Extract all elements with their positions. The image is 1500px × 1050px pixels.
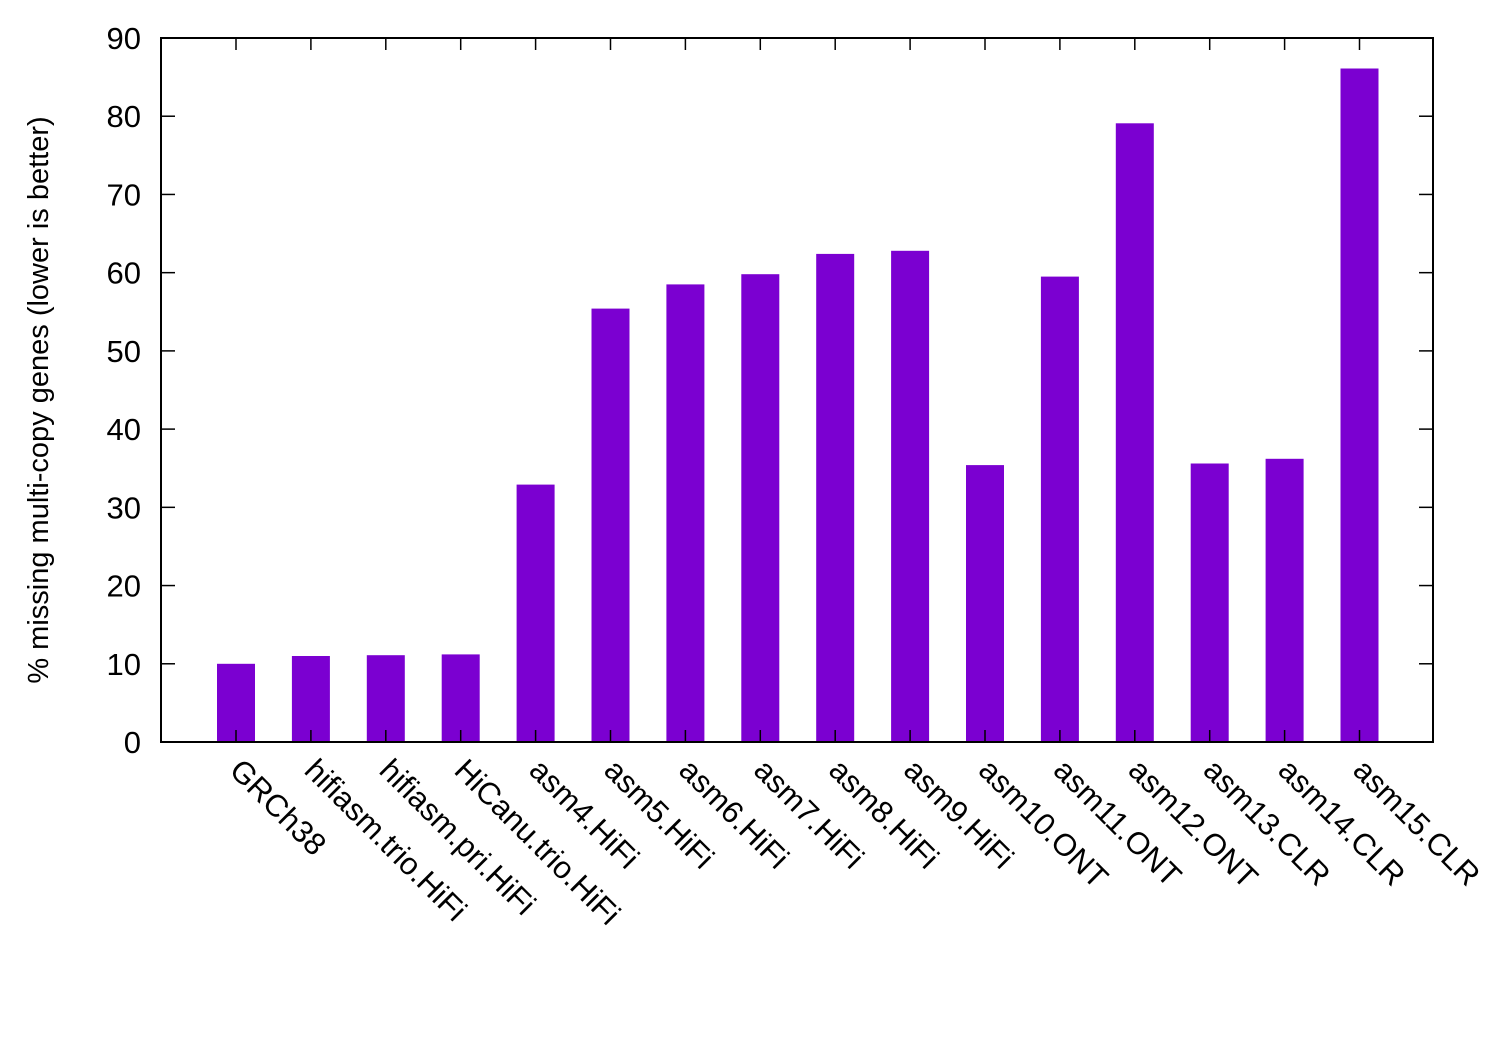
y-tick-label: 80 — [107, 99, 141, 134]
bar-asm4.HiFi — [516, 484, 555, 742]
y-tick-label: 60 — [107, 256, 141, 291]
bar-HiCanu.trio.HiFi — [441, 654, 480, 742]
bar-asm12.ONT — [1115, 123, 1154, 743]
y-axis-title: % missing multi-copy genes (lower is bet… — [23, 116, 55, 683]
y-tick-label: 30 — [107, 490, 141, 525]
plot-frame — [160, 37, 1434, 743]
bar-asm13.CLR — [1190, 463, 1229, 742]
bar-asm15.CLR — [1340, 68, 1379, 742]
y-tick-label: 40 — [107, 412, 141, 447]
bar-asm6.HiFi — [666, 284, 705, 742]
bar-hifiasm.trio.HiFi — [291, 656, 330, 742]
y-axis: 0 10 20 30 40 50 60 70 80 90 — [107, 21, 1433, 760]
bar-asm14.CLR — [1265, 458, 1304, 742]
bars-layer — [217, 68, 1379, 743]
y-tick-label: 50 — [107, 334, 141, 369]
bar-asm5.HiFi — [591, 308, 630, 742]
bar-GRCh38 — [217, 663, 255, 742]
bar-asm11.ONT — [1040, 276, 1079, 742]
y-tick-label: 10 — [107, 647, 141, 682]
y-tick-label: 0 — [124, 725, 141, 760]
bar-asm8.HiFi — [816, 253, 855, 742]
y-tick-label: 90 — [107, 21, 141, 56]
bar-asm7.HiFi — [741, 274, 780, 742]
y-tick-label: 20 — [107, 569, 141, 604]
bar-asm10.ONT — [966, 465, 1004, 742]
bar-asm9.HiFi — [891, 250, 930, 743]
y-tick-label: 70 — [107, 177, 141, 212]
bar-hifiasm.pri.HiFi — [366, 655, 405, 742]
